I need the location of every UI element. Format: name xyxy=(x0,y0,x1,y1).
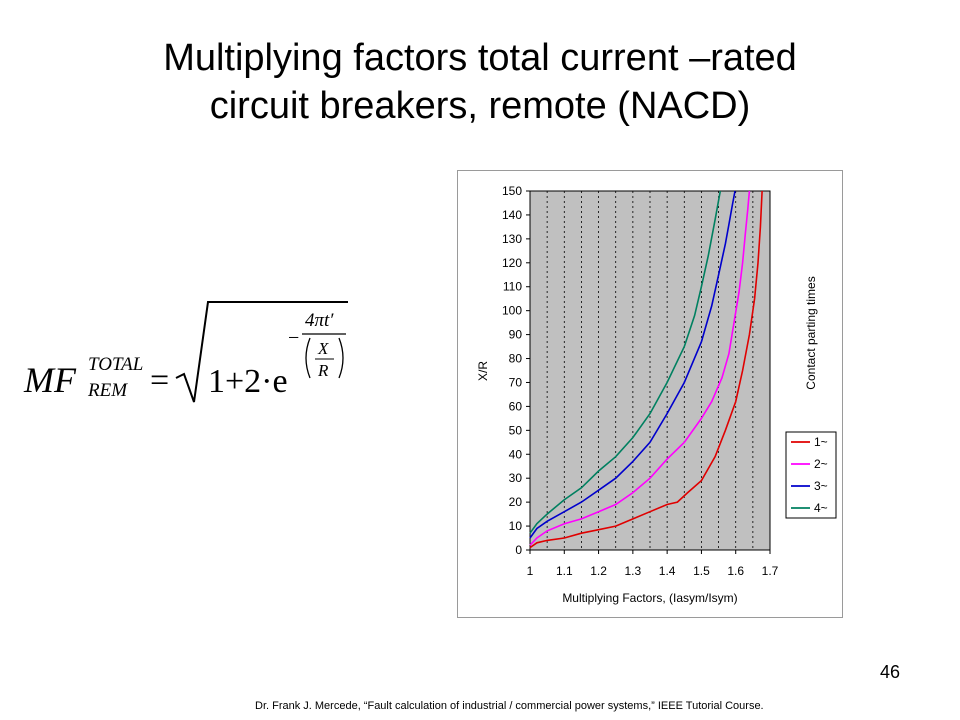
exponent-minus: − xyxy=(288,327,299,349)
y-tick-label: 150 xyxy=(502,184,522,198)
y-tick-label: 10 xyxy=(509,519,523,533)
y-tick-label: 30 xyxy=(509,471,523,485)
title-line-2: circuit breakers, remote (NACD) xyxy=(209,85,751,127)
legend-label: 1~ xyxy=(814,435,828,449)
right-paren xyxy=(338,337,344,379)
legend-title: Contact parting times xyxy=(804,276,818,389)
y-tick-label: 110 xyxy=(503,280,522,294)
formula-radicand: 1+2·e xyxy=(208,363,288,400)
y-tick-label: 20 xyxy=(509,495,523,509)
legend-label: 2~ xyxy=(814,457,828,471)
y-tick-label: 60 xyxy=(509,399,523,413)
slide-title: Multiplying factors total current –rated… xyxy=(60,34,900,130)
x-axis-title: Multiplying Factors, (Iasym/Isym) xyxy=(562,591,737,605)
x-tick-label: 1.2 xyxy=(590,564,607,578)
y-tick-label: 90 xyxy=(509,328,523,342)
exponent-numerator: 4πt′ xyxy=(305,310,334,331)
series-line xyxy=(529,190,751,546)
x-tick-label: 1.7 xyxy=(762,564,779,578)
series-line xyxy=(529,190,722,534)
x-tick-label: 1.1 xyxy=(556,564,573,578)
formula: MF TOTAL REM = 1+2·e − 4πt′ X R xyxy=(23,301,348,403)
y-tick-label: 0 xyxy=(515,543,522,557)
left-paren xyxy=(305,337,311,379)
x-tick-label: 1 xyxy=(527,564,534,578)
chart-frame: 0 10 20 30 40 50 60 70 80 90 100 110 120 130 140 150 1 1.… xyxy=(457,170,843,618)
series-line xyxy=(529,190,736,539)
y-tick-label: 100 xyxy=(502,304,522,318)
series-line xyxy=(529,190,763,549)
y-tick-label: 70 xyxy=(509,375,523,389)
y-tick-label: 130 xyxy=(502,232,522,246)
formula-sub: REM xyxy=(87,380,128,401)
footer-citation: Dr. Frank J. Mercede, “Fault calculation… xyxy=(255,700,764,712)
legend-box xyxy=(785,431,837,519)
x-tick-label: 1.6 xyxy=(727,564,744,578)
x-tick-label: 1.5 xyxy=(693,564,710,578)
formula-mf: MF xyxy=(23,360,77,400)
radical-sign xyxy=(175,301,348,403)
page-number: 46 xyxy=(880,662,901,682)
legend-label: 3~ xyxy=(814,479,828,493)
formula-sup: TOTAL xyxy=(88,354,143,375)
legend-label: 4~ xyxy=(814,501,828,515)
multiplying-factor-chart: 0 10 20 30 40 50 60 70 80 90 100 110 120 130 140 150 1 1.… xyxy=(476,184,837,605)
x-tick-label: 1.3 xyxy=(625,564,642,578)
y-tick-label: 80 xyxy=(509,352,523,366)
y-axis-title: X/R xyxy=(476,361,490,381)
y-tick-label: 120 xyxy=(502,256,522,270)
plot-area xyxy=(529,190,771,551)
x-tick-label: 1.4 xyxy=(659,564,676,578)
formula-equals: = xyxy=(150,362,169,399)
y-tick-label: 140 xyxy=(502,208,522,222)
title-line-1: Multiplying factors total current –rated xyxy=(163,37,797,79)
exponent-x: X xyxy=(317,339,329,358)
y-tick-label: 40 xyxy=(509,447,523,461)
y-tick-label: 50 xyxy=(509,423,523,437)
exponent-r: R xyxy=(317,361,329,380)
